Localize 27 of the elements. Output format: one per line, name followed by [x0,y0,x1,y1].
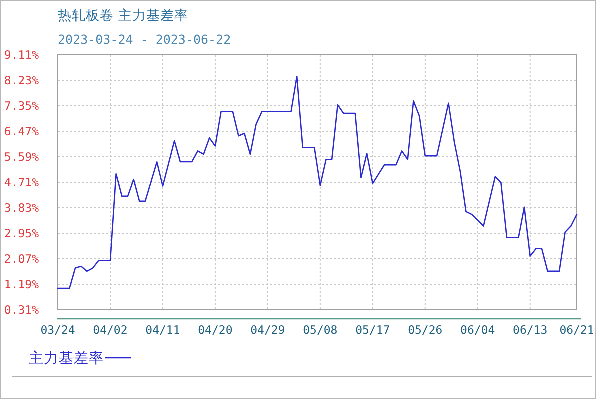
x-tick-label: 05/08 [303,323,338,337]
y-tick-label: 1.19% [4,278,40,292]
y-tick-label: 5.59% [4,150,40,164]
y-tick-label: 6.47% [4,124,40,138]
x-tick-label: 05/26 [408,323,443,337]
y-tick-label: 7.35% [4,99,40,113]
y-tick-label: 3.83% [4,201,40,215]
x-tick-label: 05/17 [356,323,390,337]
y-tick-label: 8.23% [4,74,40,88]
y-tick-label: 2.95% [4,226,40,240]
x-tick-label: 04/02 [93,323,128,337]
y-tick-label: 0.31% [4,303,40,317]
x-tick-label: 04/29 [250,323,286,337]
x-tick-label: 03/24 [40,323,76,337]
x-tick-label: 06/04 [460,323,496,337]
line-series [57,76,578,290]
x-tick-label: 06/13 [513,323,548,337]
x-tick-label: 06/21 [560,323,594,337]
chart-title: 热轧板卷 主力基差率 [58,8,188,24]
legend: 主力基差率 [29,351,131,367]
y-tick-label: 2.07% [4,252,40,266]
chart-subtitle: 2023-03-24 - 2023-06-22 [58,32,232,47]
y-tick-label: 9.11% [4,48,40,62]
legend-label: 主力基差率 [29,350,104,367]
y-tick-label: 4.71% [4,176,40,190]
x-tick-label: 04/11 [146,323,180,337]
x-tick-label: 04/20 [198,323,233,337]
